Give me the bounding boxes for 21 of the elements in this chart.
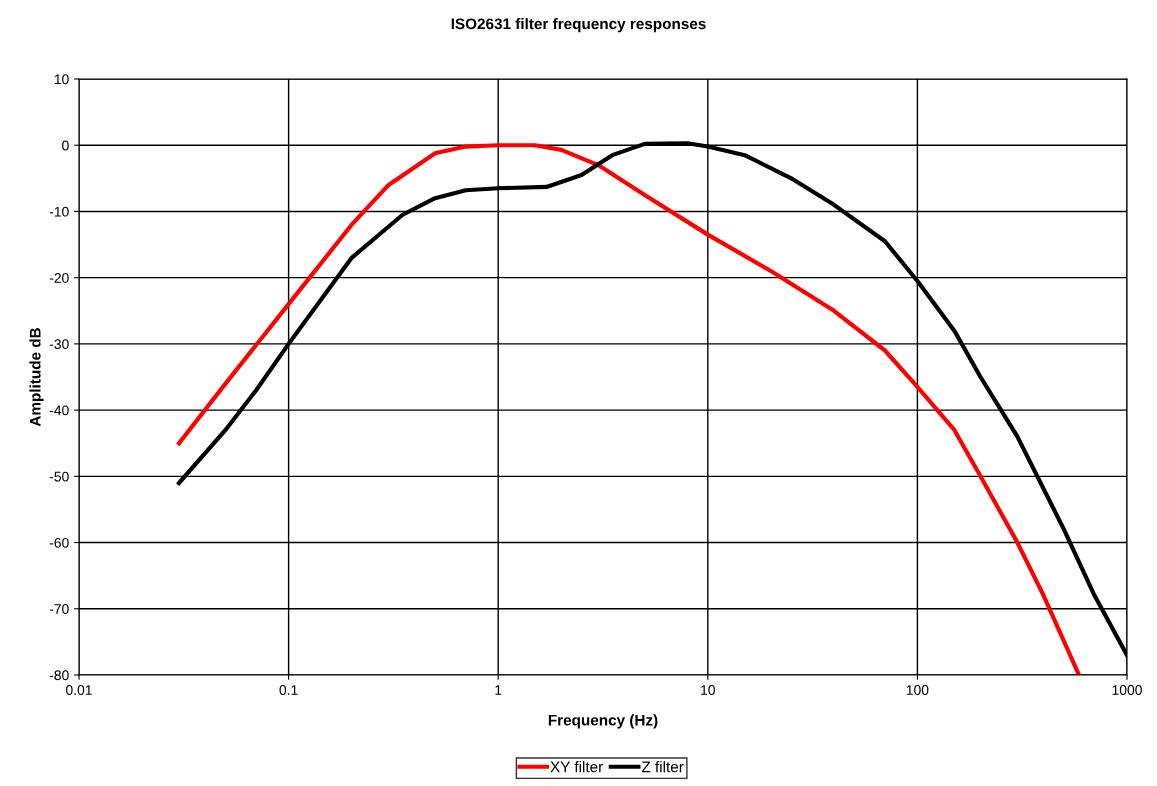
legend-label: XY filter [550, 761, 603, 773]
x-tick-label: 1 [495, 685, 502, 695]
x-tick-label: 0.01 [66, 685, 92, 695]
x-tick-label: 100 [906, 685, 929, 695]
y-tick-label: -10 [49, 206, 69, 217]
chart-title: ISO2631 filter frequency responses [451, 18, 706, 33]
y-tick-label: -40 [49, 405, 69, 416]
legend-label: Z filter [641, 761, 684, 773]
x-tick-label: 0.1 [279, 685, 298, 695]
y-tick-label: 0 [62, 140, 69, 151]
x-tick-label: 10 [701, 685, 715, 695]
y-tick-label: -60 [49, 537, 69, 548]
x-axis-title: Frequency (Hz) [548, 714, 658, 729]
x-tick-label: 1000 [1112, 685, 1142, 695]
y-tick-label: -70 [49, 604, 69, 614]
y-tick-label: -30 [49, 339, 69, 350]
y-tick-label: 10 [54, 74, 69, 85]
y-axis-title: Amplitude dB [29, 328, 44, 427]
y-tick-label: -80 [49, 670, 69, 681]
y-tick-label: -50 [49, 471, 69, 482]
y-tick-label: -20 [49, 273, 69, 283]
